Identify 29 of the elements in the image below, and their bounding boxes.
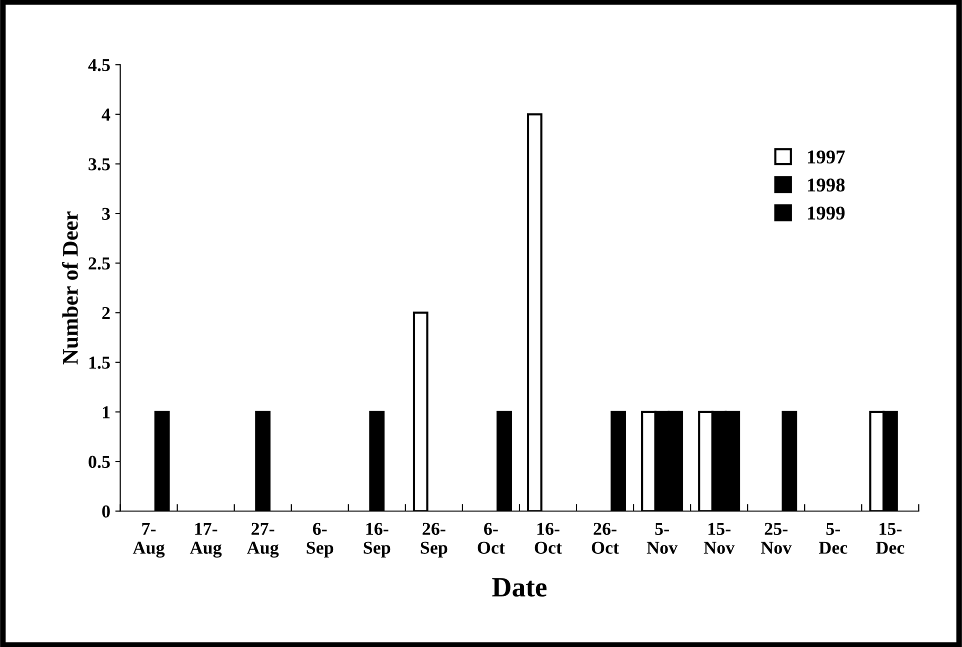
x-tick-label: 15- Dec: [876, 522, 904, 554]
y-tick-label: 0.5: [88, 456, 110, 468]
y-tick-label: 3: [102, 208, 110, 220]
x-tick-label: 17- Aug: [190, 522, 222, 558]
legend-label: 1998: [808, 178, 845, 192]
x-axis-title: Date: [492, 578, 547, 597]
y-tick-label: 1.5: [89, 356, 110, 369]
y-tick-label: 4.5: [88, 59, 110, 72]
x-tick-label: 6- Sep: [306, 522, 334, 558]
x-tick-label: 6- Oct: [478, 522, 505, 554]
y-axis-title: Number of Deer: [62, 211, 78, 364]
x-tick-label: 16- Oct: [534, 522, 562, 554]
x-tick-label: 25- Nov: [760, 522, 792, 554]
x-tick-label: 26- Sep: [420, 522, 448, 558]
y-tick-label: 2: [102, 307, 110, 319]
x-tick-label: 27- Aug: [246, 522, 279, 558]
y-tick-label: 0: [102, 505, 110, 518]
x-tick-label: 7- Aug: [132, 522, 165, 558]
y-tick-label: 4: [102, 108, 110, 121]
y-tick-label: 3.5: [88, 158, 110, 170]
legend-label: 1999: [808, 206, 845, 220]
x-tick-label: 5- Dec: [818, 522, 848, 554]
x-tick-label: 26- Oct: [592, 522, 619, 554]
y-tick-label: 1: [102, 406, 110, 418]
y-tick-label: 2.5: [88, 257, 110, 270]
x-tick-label: 16- Sep: [364, 522, 390, 558]
x-tick-label: 5- Nov: [646, 522, 678, 554]
legend-label: 1997: [808, 150, 845, 164]
x-tick-label: 15- Nov: [704, 522, 735, 554]
